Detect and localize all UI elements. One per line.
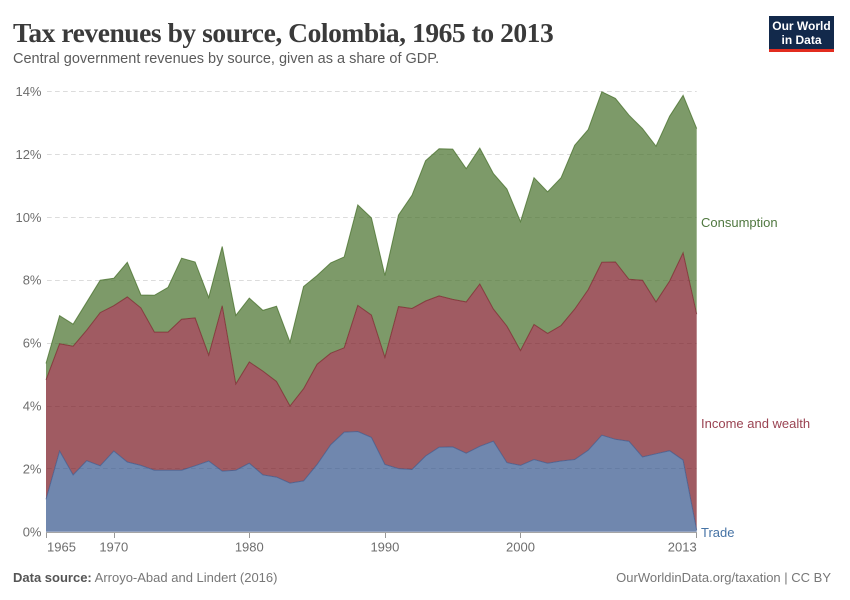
svg-text:8%: 8%	[23, 273, 42, 288]
svg-text:1970: 1970	[99, 540, 128, 555]
svg-text:12%: 12%	[15, 147, 41, 162]
svg-text:2%: 2%	[23, 461, 42, 476]
svg-text:1990: 1990	[370, 540, 399, 555]
svg-text:2000: 2000	[506, 540, 535, 555]
svg-text:2013: 2013	[668, 540, 697, 555]
svg-text:1965: 1965	[47, 540, 76, 555]
svg-text:0%: 0%	[23, 524, 42, 539]
svg-text:10%: 10%	[15, 210, 41, 225]
svg-text:4%: 4%	[23, 399, 42, 414]
svg-text:6%: 6%	[23, 336, 42, 351]
svg-text:14%: 14%	[15, 84, 41, 99]
svg-text:1980: 1980	[235, 540, 264, 555]
